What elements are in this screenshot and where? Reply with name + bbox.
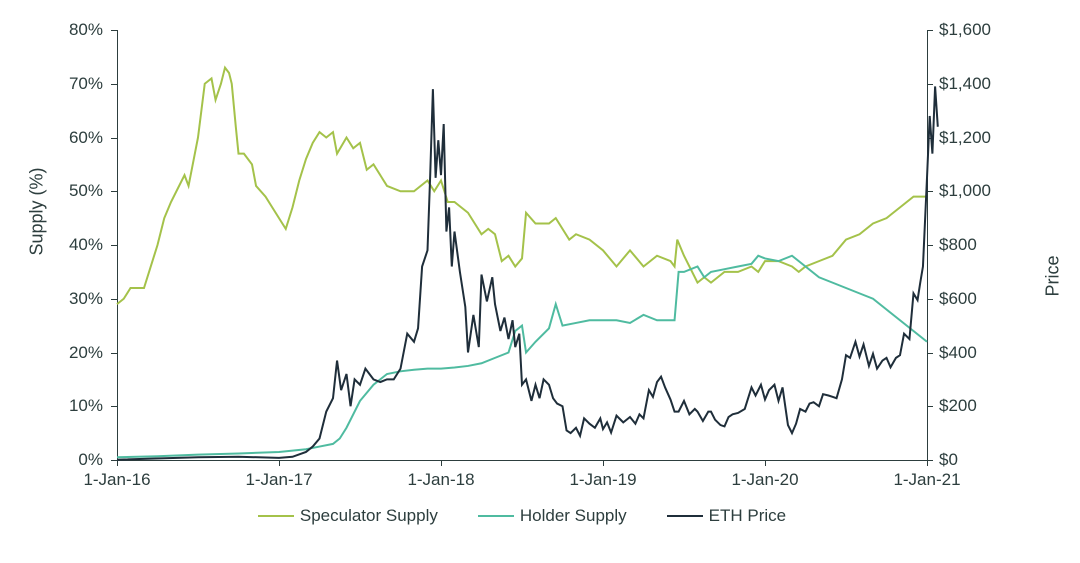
chart-container: Supply (%) Price 0% 10% 20% 30% 40% 50% … (45, 20, 1045, 540)
x-tick-label: 1-Jan-17 (245, 470, 312, 490)
y-left-tick-label: 60% (69, 128, 103, 148)
y-right-tick-label: $1,200 (939, 128, 991, 148)
y-right-tick-label: $1,400 (939, 74, 991, 94)
x-tick-label: 1-Jan-18 (407, 470, 474, 490)
y-right-tick-label: $0 (939, 450, 958, 470)
y-right-axis-title: Price (1043, 256, 1064, 297)
y-right-tick-label: $400 (939, 343, 977, 363)
x-axis-line (117, 460, 927, 461)
y-right-tick-label: $600 (939, 289, 977, 309)
y-right-tick-label: $200 (939, 396, 977, 416)
legend-swatch (667, 515, 703, 517)
y-left-tick-label: 80% (69, 20, 103, 40)
y-right-tick-label: $1,600 (939, 20, 991, 40)
line-holder-supply (117, 256, 927, 458)
legend-item-speculator-supply: Speculator Supply (258, 506, 438, 526)
y-left-axis-title: Supply (%) (27, 167, 48, 255)
y-left-tick-label: 30% (69, 289, 103, 309)
legend-label: ETH Price (709, 506, 786, 526)
x-tick-label: 1-Jan-21 (893, 470, 960, 490)
x-tick (927, 460, 928, 466)
x-tick-label: 1-Jan-20 (731, 470, 798, 490)
legend-item-holder-supply: Holder Supply (478, 506, 627, 526)
legend-item-eth-price: ETH Price (667, 506, 786, 526)
y-left-tick-label: 50% (69, 181, 103, 201)
y-right-tick-label: $800 (939, 235, 977, 255)
legend-swatch (258, 515, 294, 517)
line-speculator-supply (117, 68, 927, 305)
chart-legend: Speculator Supply Holder Supply ETH Pric… (117, 506, 927, 526)
y-left-tick-label: 20% (69, 343, 103, 363)
chart-plot-area (117, 30, 927, 460)
legend-swatch (478, 515, 514, 517)
y-left-tick-label: 40% (69, 235, 103, 255)
y-left-tick-label: 10% (69, 396, 103, 416)
legend-label: Speculator Supply (300, 506, 438, 526)
x-tick-label: 1-Jan-16 (83, 470, 150, 490)
legend-label: Holder Supply (520, 506, 627, 526)
y-left-tick-label: 0% (78, 450, 103, 470)
x-tick-label: 1-Jan-19 (569, 470, 636, 490)
y-right-axis-line (927, 30, 928, 460)
y-right-tick-label: $1,000 (939, 181, 991, 201)
y-left-tick-label: 70% (69, 74, 103, 94)
